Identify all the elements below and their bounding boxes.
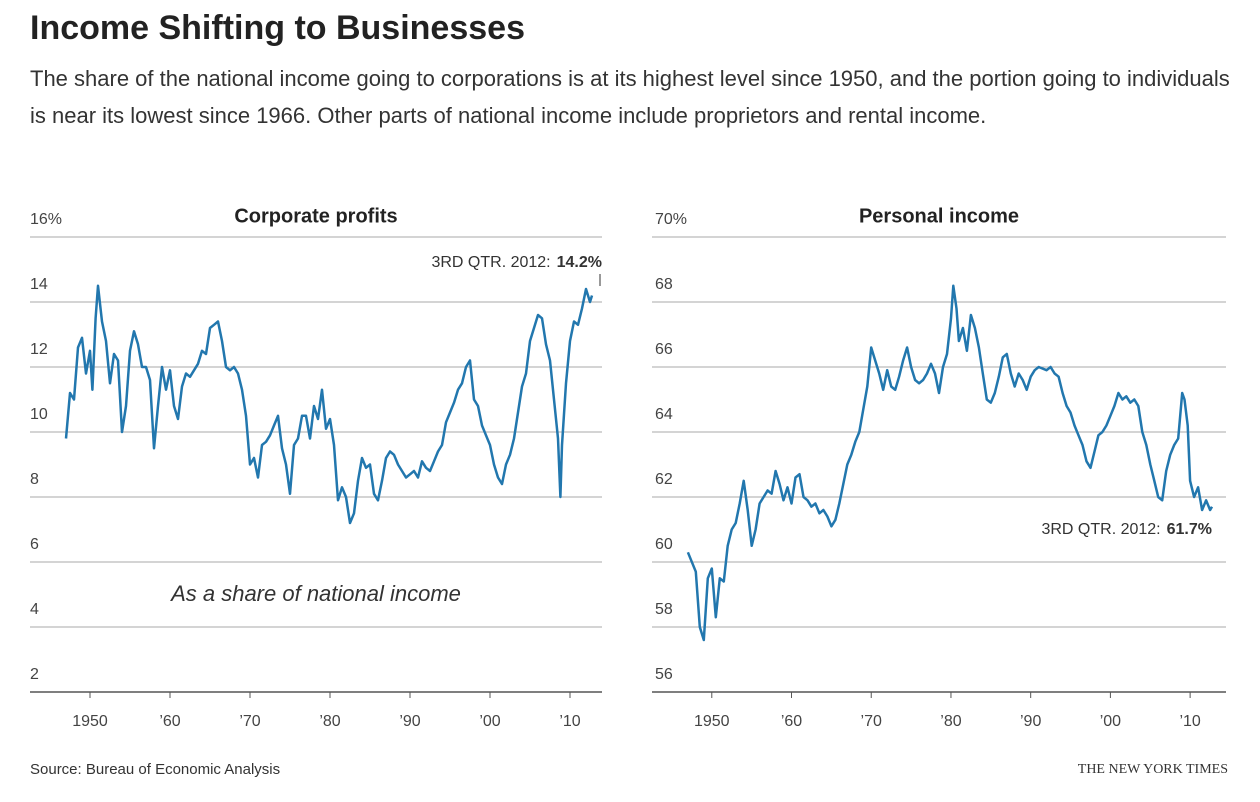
- chart-title: Personal income: [859, 205, 1019, 227]
- y-tick-label: 8: [30, 471, 39, 488]
- x-tick-label: ’70: [239, 713, 260, 730]
- series-line: [686, 284, 1214, 642]
- x-tick-label: ’60: [159, 713, 180, 730]
- x-tick-label: ’90: [1020, 713, 1041, 730]
- header: Income Shifting to Businesses The share …: [30, 6, 1230, 134]
- y-tick-label: 14: [30, 276, 48, 293]
- y-tick-label: 60: [655, 536, 673, 553]
- annotation-value: 14.2%: [557, 254, 602, 271]
- x-tick-label: ’80: [940, 713, 961, 730]
- note: As a share of national income: [169, 581, 461, 606]
- x-tick-label: ’80: [319, 713, 340, 730]
- y-tick-label: 64: [655, 406, 673, 423]
- x-tick-label: ’10: [559, 713, 580, 730]
- y-tick-label: 10: [30, 406, 48, 423]
- subtitle: The share of the national income going t…: [30, 66, 1230, 128]
- annotation: 3RD QTR. 2012: 61.7%: [1041, 521, 1212, 538]
- chart-title: Corporate profits: [234, 205, 397, 227]
- x-tick-label: 1950: [72, 713, 108, 730]
- x-tick-label: ’10: [1179, 713, 1200, 730]
- x-tick-label: ’90: [399, 713, 420, 730]
- y-tick-label: 2: [30, 666, 39, 683]
- credit: THE NEW YORK TIMES: [1078, 762, 1228, 777]
- x-tick-label: ’00: [1100, 713, 1121, 730]
- y-tick-label: 62: [655, 471, 673, 488]
- series-line: [64, 284, 594, 525]
- y-tick-label: 58: [655, 601, 673, 618]
- annotation-text: 3RD QTR. 2012:: [431, 254, 550, 271]
- y-tick-label: 70%: [655, 211, 687, 228]
- annotation: 3RD QTR. 2012: 14.2%: [431, 254, 602, 271]
- x-tick-label: ’70: [861, 713, 882, 730]
- y-tick-label: 56: [655, 666, 673, 683]
- annotation-text: 3RD QTR. 2012:: [1041, 521, 1160, 538]
- x-tick-label: ’60: [781, 713, 802, 730]
- y-tick-label: 6: [30, 536, 39, 553]
- y-tick-label: 12: [30, 341, 48, 358]
- annotation-value: 61.7%: [1167, 521, 1212, 538]
- x-tick-label: 1950: [694, 713, 730, 730]
- x-tick-label: ’00: [479, 713, 500, 730]
- y-tick-label: 16%: [30, 211, 62, 228]
- source: Source: Bureau of Economic Analysis: [30, 761, 280, 778]
- y-tick-label: 4: [30, 601, 39, 618]
- title: Income Shifting to Businesses: [30, 9, 525, 47]
- y-tick-label: 66: [655, 341, 673, 358]
- y-tick-label: 68: [655, 276, 673, 293]
